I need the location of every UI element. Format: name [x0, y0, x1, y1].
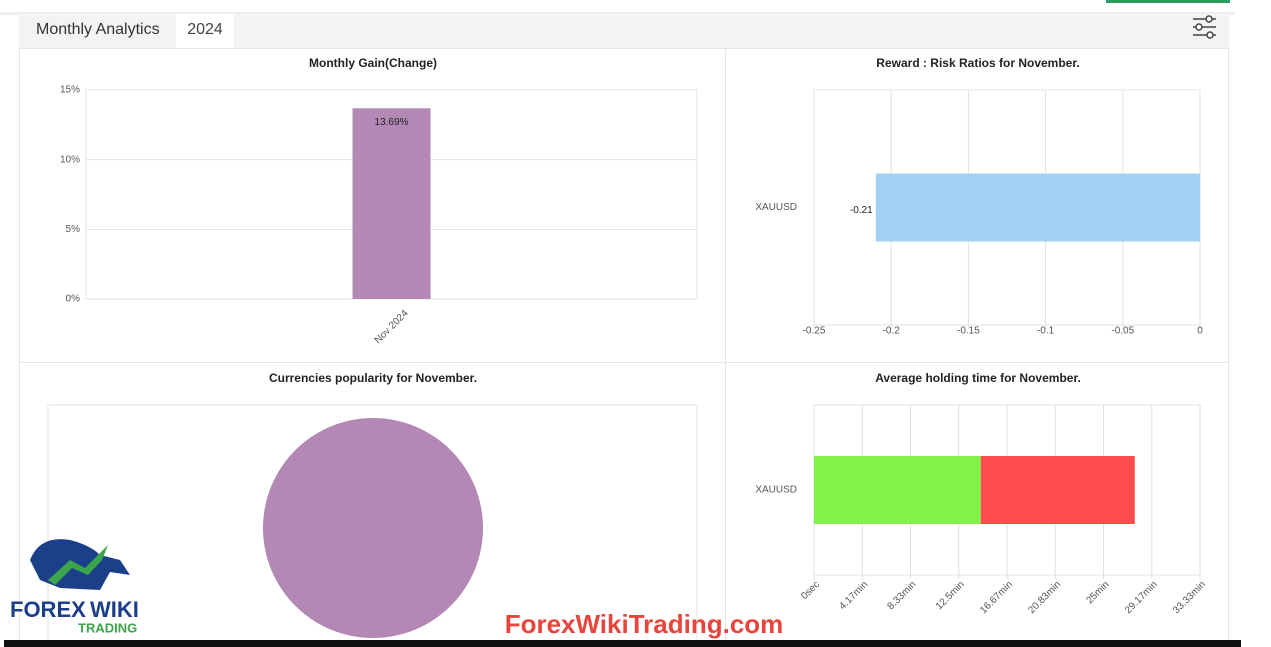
year-tab[interactable] — [176, 14, 234, 48]
x-tick-label: 12.5min — [934, 579, 967, 612]
x-tick-label: -0.1 — [1037, 326, 1055, 337]
x-tick-label: 4.17min — [837, 579, 870, 612]
x-tick-label: 0sec — [799, 579, 822, 602]
bar — [814, 456, 981, 524]
x-tick-label: 0 — [1197, 326, 1203, 337]
logo-word: WIKI — [90, 597, 139, 622]
y-tick-label: 10% — [60, 154, 80, 165]
chart-title: Currencies popularity for November. — [269, 371, 477, 385]
y-tick-label: 5% — [66, 224, 81, 235]
filter-icon[interactable] — [1193, 15, 1216, 39]
chart-title: Monthly Gain(Change) — [309, 56, 437, 70]
logo-word: TRADING — [78, 620, 137, 635]
logo: FOREX WIKI TRADING — [10, 539, 139, 635]
bar — [352, 108, 431, 299]
watermark: ForexWikiTrading.com — [505, 609, 784, 639]
x-tick-label: 16.67min — [978, 579, 1015, 616]
y-tick-label: 15% — [60, 85, 80, 96]
top-button-edge[interactable] — [1106, 0, 1230, 3]
pie-slice — [263, 418, 483, 638]
x-tick-label: 8.33min — [886, 579, 919, 612]
bar — [875, 173, 1200, 242]
year-tab-label[interactable]: 2024 — [187, 21, 223, 38]
panel-border — [19, 48, 1229, 647]
x-tick-label: 20.83min — [1026, 579, 1063, 616]
x-tick-label: -0.05 — [1111, 326, 1134, 337]
top-bar-shadow — [0, 12, 1235, 15]
logo-word: FOREX — [10, 597, 86, 622]
tab-title: Monthly Analytics — [36, 21, 160, 38]
x-tick-label: -0.15 — [957, 326, 980, 337]
logo-bull — [30, 539, 130, 590]
chart-title: Reward : Risk Ratios for November. — [876, 56, 1079, 70]
chart-title: Average holding time for November. — [875, 371, 1081, 385]
x-tick-label: -0.25 — [803, 326, 826, 337]
x-tick-label: 25min — [1084, 579, 1111, 606]
logo-arrow — [48, 545, 108, 585]
y-tick-label: 0% — [66, 294, 81, 305]
data-label: -0.21 — [850, 205, 873, 216]
x-tick-label: 33.33min — [1171, 579, 1208, 616]
top-bar — [0, 0, 1271, 14]
x-tick-label: 29.17min — [1123, 579, 1160, 616]
bar — [980, 456, 1135, 524]
y-tick-label: XAUUSD — [755, 202, 797, 213]
x-tick-label: -0.2 — [883, 326, 901, 337]
x-tick-label: Nov 2024 — [373, 308, 411, 346]
y-tick-label: XAUUSD — [755, 485, 797, 496]
bottom-bar — [4, 640, 1241, 647]
data-label: 13.69% — [375, 117, 409, 128]
plot-area — [47, 404, 698, 647]
